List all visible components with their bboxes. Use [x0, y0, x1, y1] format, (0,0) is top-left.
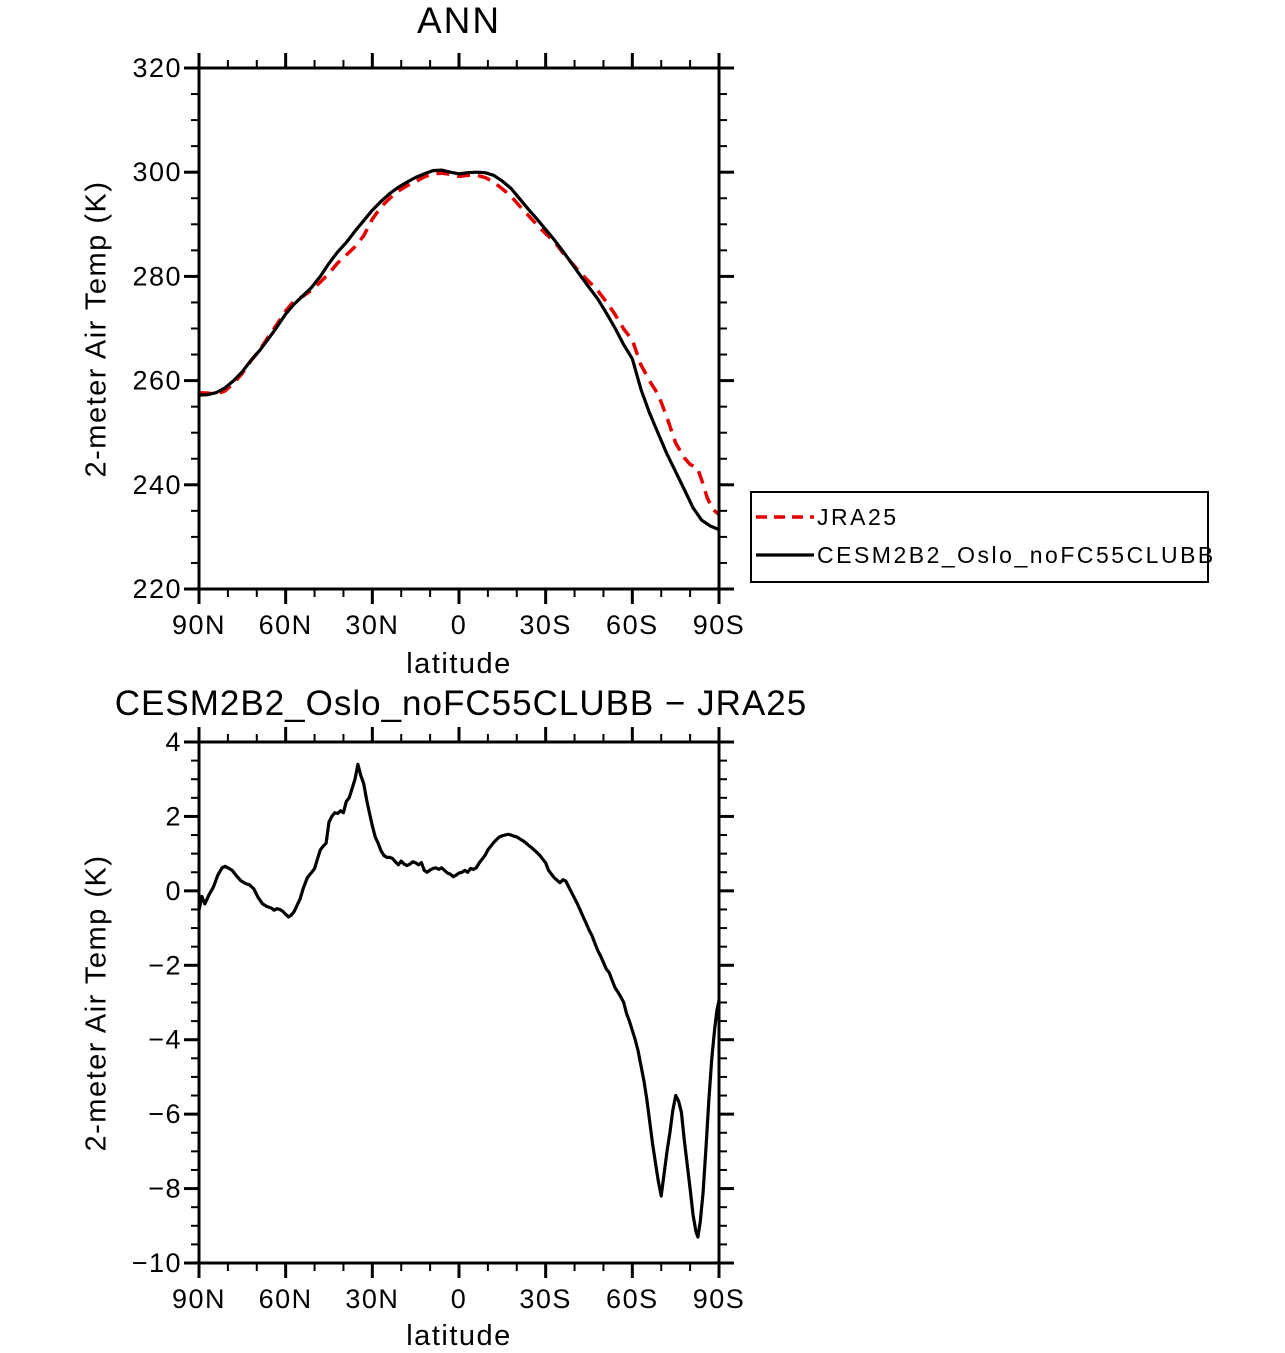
- series-cesm2b2-oslo-nofc55clubb-jra25: [197, 762, 721, 1239]
- chart-title-diff: CESM2B2_Oslo_noFC55CLUBB − JRA25: [114, 684, 808, 723]
- y-tick-label: 280: [132, 261, 182, 291]
- x-tick-label: 0: [451, 610, 468, 640]
- y-tick-label: −8: [148, 1174, 182, 1204]
- chart-title-ann: ANN: [416, 0, 502, 41]
- x-tick-label: 60N: [259, 1284, 313, 1314]
- x-tick-label: 90N: [172, 1284, 226, 1314]
- y-tick-label: 4: [165, 727, 182, 757]
- series-jra25: [198, 171, 721, 516]
- y-tick-label: 2: [165, 801, 182, 831]
- y-tick-label: −6: [148, 1099, 182, 1129]
- series-cesm2b2-oslo-nofc55clubb: [197, 168, 721, 532]
- x-tick-label: 0: [451, 1284, 468, 1314]
- x-tick-label: 90N: [172, 610, 226, 640]
- x-tick-label: 60N: [259, 610, 313, 640]
- y-tick-label: 220: [132, 574, 182, 604]
- x-tick-label: 60S: [606, 1284, 659, 1314]
- x-tick-label: 30N: [345, 1284, 399, 1314]
- plot-frame: [197, 740, 721, 1265]
- y-tick-label: 320: [132, 53, 182, 83]
- y-tick-label: 300: [132, 157, 182, 187]
- y-tick-label: −10: [132, 1248, 182, 1278]
- x-tick-label: 30S: [519, 1284, 572, 1314]
- chart-ann: 90N 60N 30N 0 30S 60S 90S 220 240 260 280 300 320: [132, 53, 746, 640]
- y-tick-label: 260: [132, 366, 182, 396]
- x-tick-label: 60S: [606, 610, 659, 640]
- y-tick-label: 240: [132, 470, 182, 500]
- y-tick-label: −4: [148, 1025, 182, 1055]
- x-tick-label: 90S: [693, 1284, 746, 1314]
- y-tick-label: 0: [165, 876, 182, 906]
- y-tick-label: −2: [148, 950, 182, 980]
- legend-label: JRA25: [817, 504, 899, 530]
- axis-ticks: [184, 53, 734, 604]
- x-tick-label: 30S: [519, 610, 572, 640]
- x-axis-label-bottom: latitude: [406, 1320, 512, 1352]
- x-axis-label-top: latitude: [406, 648, 512, 680]
- chart-diff: 90N 60N 30N 0 30S 60S 90S −10 −8 −6 −4 −2 0 2 4: [132, 727, 746, 1314]
- legend-box: [750, 491, 1209, 583]
- axis-ticks: [184, 727, 734, 1278]
- legend-label: CESM2B2_Oslo_noFC55CLUBB: [817, 542, 1216, 568]
- x-tick-label: 90S: [693, 610, 746, 640]
- x-tick-label: 30N: [345, 610, 399, 640]
- legend: JRA25 CESM2B2_Oslo_noFC55CLUBB: [750, 491, 1216, 583]
